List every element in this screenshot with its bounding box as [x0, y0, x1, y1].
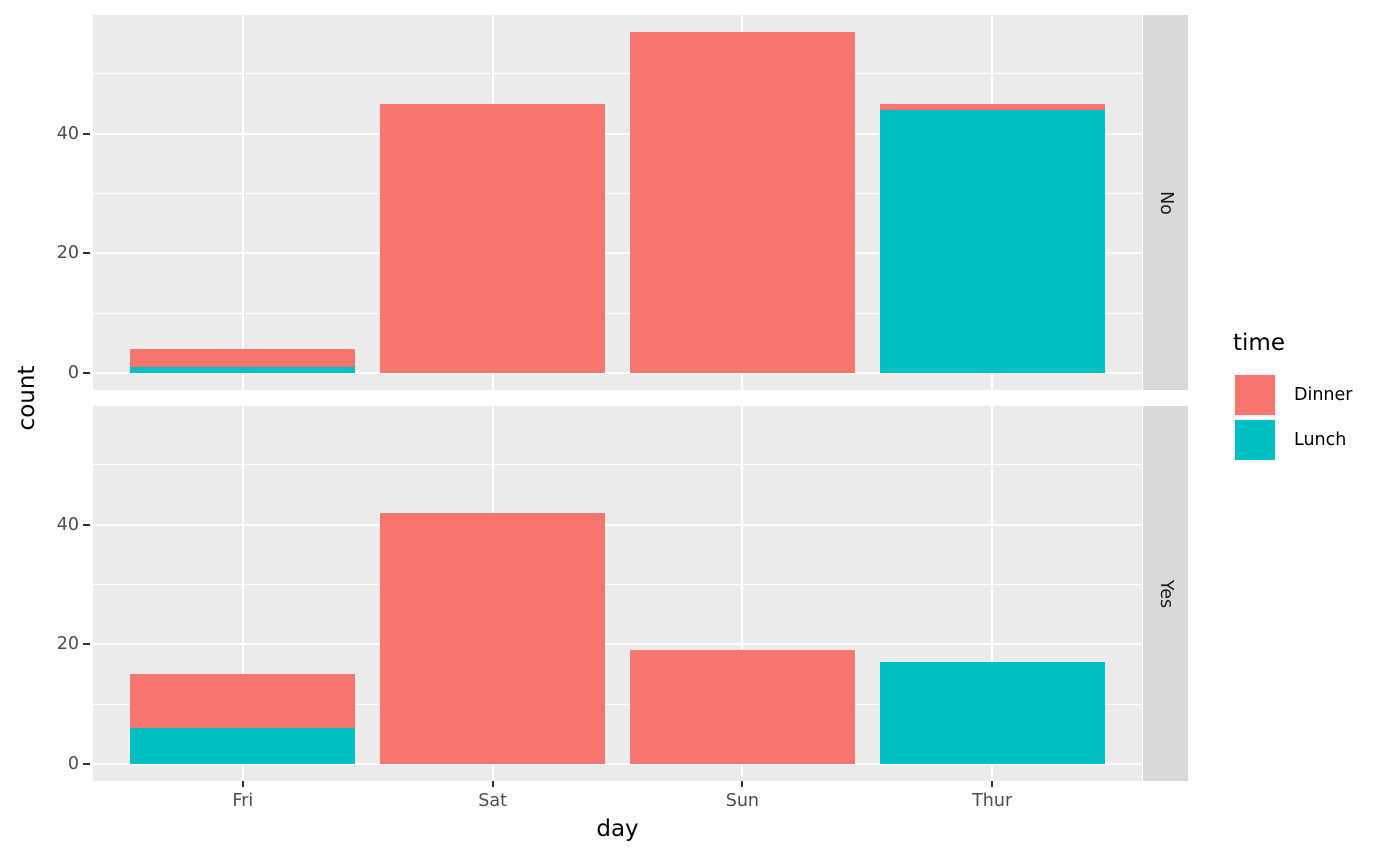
- gridline-major-x: [241, 15, 244, 390]
- bar-no-fri-lunch: [130, 366, 356, 373]
- gridline-minor-y: [93, 584, 1142, 586]
- legend-entries: Dinner Lunch: [1233, 373, 1393, 462]
- y-tick-mark: [83, 762, 90, 765]
- bar-no-fri-dinner: [130, 349, 356, 367]
- bar-yes-sun-dinner: [629, 650, 855, 764]
- y-tick-label: 0: [67, 362, 79, 383]
- gridline-major-x: [991, 406, 994, 781]
- bar-no-thur-dinner: [879, 103, 1105, 110]
- y-tick-label: 20: [56, 634, 79, 655]
- facet-strip-yes: Yes: [1143, 406, 1188, 781]
- legend-entry-dinner: Dinner: [1233, 373, 1393, 417]
- x-axis-title: day: [596, 816, 639, 842]
- gridline-minor-y: [93, 464, 1142, 466]
- bar-no-sat-dinner: [380, 103, 605, 373]
- bar-no-thur-lunch: [879, 109, 1105, 373]
- gridline-major-x: [741, 406, 744, 781]
- facet-strip-label-yes: Yes: [1155, 579, 1176, 608]
- bar-yes-sat-dinner: [380, 512, 605, 764]
- legend-swatch-dinner-icon: [1235, 375, 1275, 415]
- gridline-major-y: [93, 252, 1142, 255]
- facet-strip-label-no: No: [1155, 190, 1176, 215]
- x-tick-mark: [241, 781, 244, 787]
- gridline-minor-y: [93, 193, 1142, 195]
- gridline-major-y: [93, 643, 1142, 646]
- legend-key-dinner: [1233, 373, 1277, 417]
- legend-swatch-lunch-icon: [1235, 420, 1275, 460]
- gridline-minor-y: [93, 703, 1142, 705]
- gridline-major-y: [93, 523, 1142, 526]
- bar-no-sun-dinner: [629, 32, 855, 373]
- y-tick-mark: [83, 132, 90, 135]
- x-tick-mark: [991, 781, 994, 787]
- legend-entry-lunch: Lunch: [1233, 418, 1393, 462]
- legend: time Dinner Lunch: [1233, 329, 1393, 463]
- gridline-major-y: [93, 762, 1142, 765]
- y-tick-label: 40: [56, 123, 79, 144]
- x-tick-mark: [491, 781, 494, 787]
- y-tick-label: 0: [67, 753, 79, 774]
- x-tick-label-sat: Sat: [478, 791, 507, 811]
- legend-key-lunch: [1233, 418, 1277, 462]
- y-tick-mark: [83, 371, 90, 374]
- y-tick-label: 40: [56, 514, 79, 535]
- bar-yes-thur-lunch: [879, 662, 1105, 764]
- gridline-major-y: [93, 371, 1142, 374]
- y-tick-label: 20: [56, 243, 79, 264]
- x-tick-label-sun: Sun: [725, 791, 760, 811]
- facet-strip-no: No: [1143, 15, 1188, 390]
- x-tick-label-thur: Thur: [972, 791, 1013, 811]
- legend-title: time: [1233, 330, 1285, 356]
- y-tick-mark: [83, 252, 90, 255]
- y-tick-mark: [83, 523, 90, 526]
- bar-yes-fri-dinner: [130, 674, 356, 729]
- gridline-major-x: [241, 406, 244, 781]
- gridline-major-y: [93, 132, 1142, 135]
- x-tick-label-fri: Fri: [232, 791, 254, 811]
- y-tick-mark: [83, 643, 90, 646]
- x-tick-mark: [741, 781, 744, 787]
- bar-yes-fri-lunch: [130, 728, 356, 764]
- gridline-minor-y: [93, 73, 1142, 75]
- gridline-minor-y: [93, 312, 1142, 314]
- legend-label-dinner: Dinner: [1294, 385, 1353, 405]
- legend-label-lunch: Lunch: [1294, 430, 1347, 450]
